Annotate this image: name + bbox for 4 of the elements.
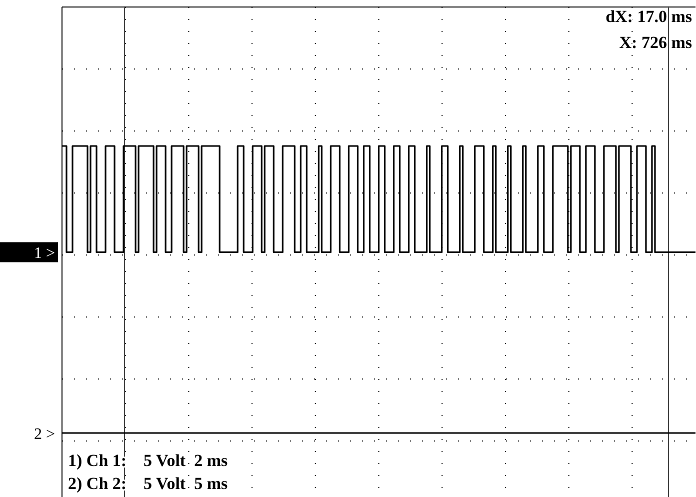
series-label: 2 >: [34, 426, 55, 443]
text: X: 726 ms: [619, 33, 692, 52]
text: dX: 17.0 ms: [606, 7, 692, 26]
series-label: 1 >: [34, 245, 55, 262]
